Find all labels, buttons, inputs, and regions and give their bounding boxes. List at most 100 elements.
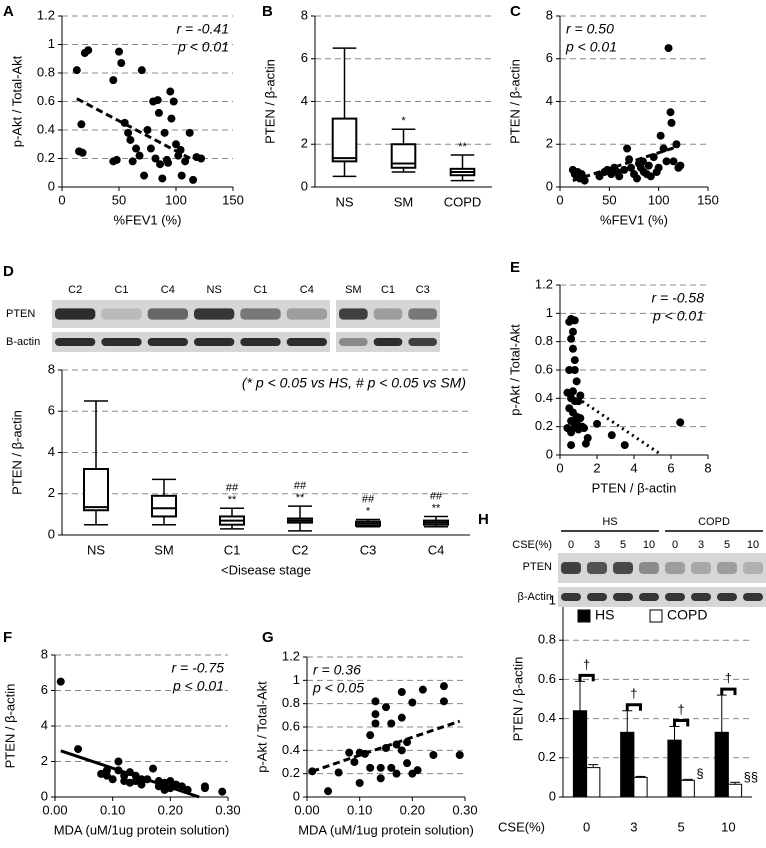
legend-label: COPD (667, 607, 707, 623)
box (83, 468, 109, 512)
y-tick-label: 0 (48, 526, 55, 541)
point (140, 171, 149, 180)
annotation: r = 0.36 (313, 662, 361, 678)
y-tick-label: 0 (549, 788, 556, 803)
point (580, 424, 589, 433)
bar (620, 731, 635, 798)
point (149, 764, 158, 773)
y-tick-label: 4 (301, 93, 308, 108)
bracket-label: † (725, 671, 732, 686)
blot-band (240, 338, 281, 346)
blot-band (561, 593, 581, 601)
point (439, 682, 448, 691)
y-tick-label: 1 (293, 672, 300, 687)
bar (727, 783, 743, 798)
bracket (720, 687, 737, 696)
point (623, 144, 632, 153)
y-axis-label: PTEN / β-actin (262, 59, 277, 144)
blot-band (587, 562, 607, 574)
significance-mark: * (401, 115, 406, 127)
bar (667, 739, 682, 798)
point (146, 144, 155, 153)
point (153, 96, 162, 105)
y-axis-label: PTEN / β-actin (510, 657, 525, 742)
bracket-label: † (583, 657, 590, 672)
y-axis-label: p-Akt / Total-Akt (254, 681, 269, 773)
y-tick-label: 0 (48, 178, 55, 193)
point (77, 120, 86, 129)
point (408, 698, 417, 707)
y-tick-label: 2 (48, 485, 55, 500)
annotation: p < 0.01 (172, 678, 224, 694)
y-axis-label: PTEN / β-actin (507, 59, 522, 144)
point (568, 344, 577, 353)
point (84, 46, 93, 55)
point (403, 738, 412, 747)
x-tick-label: 6 (667, 460, 674, 475)
x-tick-label: 10 (721, 819, 735, 834)
point (666, 108, 675, 117)
point (124, 128, 133, 137)
point (570, 366, 579, 374)
annotation: r = -0.75 (171, 660, 224, 676)
blot-band (286, 338, 327, 346)
point (568, 327, 577, 336)
x-tick-label: NS (335, 194, 353, 209)
point (156, 160, 165, 169)
y-tick-label: 1 (549, 592, 556, 607)
blot-band (613, 562, 633, 574)
blot-band (639, 593, 659, 601)
x-tick-label: 2 (593, 460, 600, 475)
x-tick-label: 150 (697, 192, 719, 207)
point (387, 719, 396, 728)
y-axis-label: PTEN / β-actin (2, 684, 17, 769)
point (151, 154, 160, 163)
trend-line (572, 144, 679, 183)
y-tick-label: 1 (546, 305, 553, 320)
trend-line (311, 719, 461, 773)
point (366, 763, 375, 772)
lane-label: 5 (724, 539, 730, 551)
x-tick-label: 8 (704, 460, 711, 475)
point (376, 774, 385, 783)
blot-band (373, 308, 403, 320)
x-axis-label: CSE(%) (498, 819, 545, 834)
y-tick-label: 0.2 (282, 765, 300, 780)
box (390, 143, 417, 169)
lane-label: C4 (161, 284, 175, 296)
x-tick-label: C1 (224, 542, 241, 557)
blot-band (147, 308, 188, 320)
point (132, 144, 141, 153)
point (646, 172, 655, 181)
significance-mark: ** (458, 141, 467, 153)
bracket (578, 673, 595, 682)
x-tick-label: 0.30 (452, 802, 477, 817)
x-tick-label: 0.30 (215, 802, 240, 817)
x-tick-label: 0.20 (400, 802, 425, 817)
point (166, 87, 175, 96)
lane-label: C3 (416, 284, 430, 296)
panel-letter: C (510, 3, 521, 20)
significance-mark: ** (228, 494, 237, 506)
point (382, 703, 390, 712)
point (620, 165, 629, 174)
point (137, 66, 146, 75)
y-tick-label: 4 (41, 717, 48, 732)
y-tick-label: 0.8 (282, 695, 300, 710)
y-tick-label: 2 (41, 753, 48, 768)
point (350, 758, 359, 766)
point (376, 763, 385, 772)
point (413, 766, 422, 775)
point (371, 710, 380, 719)
y-tick-label: 2 (301, 136, 308, 151)
blot-band (240, 308, 281, 320)
point (355, 779, 364, 787)
y-tick-label: 1.2 (37, 7, 55, 22)
x-axis-label: MDA (uM/1ug protein solution) (54, 822, 230, 837)
x-axis-label: <Disease stage (221, 562, 311, 577)
y-axis-label: p-Akt / Total-Akt (9, 55, 24, 147)
blot-background (52, 300, 330, 328)
point (397, 713, 406, 722)
point (397, 688, 406, 696)
y-tick-label: 1 (48, 36, 55, 51)
